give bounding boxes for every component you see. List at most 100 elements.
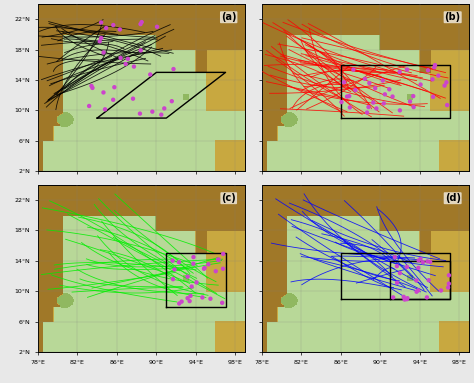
Point	[169, 276, 177, 282]
Point	[415, 257, 422, 264]
Point	[340, 79, 348, 85]
Point	[443, 79, 450, 85]
Point	[403, 264, 411, 270]
Point	[201, 265, 209, 271]
Point	[178, 298, 185, 304]
Point	[404, 295, 411, 301]
Point	[435, 73, 442, 79]
Point	[385, 86, 393, 92]
Point	[97, 20, 105, 26]
Point	[396, 270, 404, 276]
Point	[148, 108, 156, 115]
Point	[389, 93, 396, 100]
Point	[175, 259, 183, 265]
Point	[175, 300, 183, 306]
Point	[406, 98, 414, 105]
Point	[102, 25, 110, 31]
Point	[212, 268, 219, 274]
Point	[219, 266, 227, 272]
Point	[393, 263, 401, 269]
Text: (a): (a)	[221, 12, 237, 22]
Point	[419, 259, 427, 265]
Point	[403, 296, 411, 302]
Point	[137, 47, 145, 53]
Point	[215, 257, 222, 263]
Point	[129, 96, 137, 102]
Point	[441, 82, 448, 88]
Point	[403, 67, 411, 73]
Point	[96, 38, 103, 44]
Point	[369, 100, 377, 106]
Point	[350, 67, 357, 73]
Point	[413, 289, 420, 295]
Point	[109, 22, 117, 28]
Point	[365, 104, 372, 110]
Point	[445, 272, 453, 278]
Point	[428, 76, 436, 82]
Point	[146, 72, 154, 78]
Point	[184, 273, 191, 280]
Point	[389, 294, 397, 300]
Point	[97, 35, 105, 41]
Point	[430, 64, 438, 70]
Point	[424, 259, 431, 265]
Point	[200, 266, 208, 272]
Point	[171, 267, 178, 273]
Point	[365, 80, 373, 86]
Point	[193, 279, 201, 285]
Point	[188, 283, 195, 290]
Point	[414, 265, 422, 271]
Point	[138, 19, 146, 25]
Point	[207, 296, 214, 302]
Point	[443, 102, 451, 108]
Point	[117, 55, 124, 61]
Point	[417, 82, 424, 88]
Point	[110, 84, 118, 90]
Point	[122, 61, 129, 67]
Point	[136, 111, 144, 117]
Point	[429, 94, 437, 100]
Point	[424, 67, 432, 73]
Point	[400, 294, 408, 300]
Point	[101, 106, 109, 112]
Point	[396, 107, 404, 113]
Point	[423, 294, 431, 300]
Point	[85, 103, 93, 109]
Point	[109, 97, 117, 103]
Point	[184, 295, 191, 301]
Point	[214, 257, 222, 263]
Point	[100, 89, 107, 95]
Point	[346, 93, 353, 99]
Point	[417, 256, 424, 262]
Point	[426, 259, 434, 265]
Point	[116, 26, 124, 33]
Point	[445, 281, 453, 287]
Point	[190, 261, 197, 267]
Point	[381, 91, 389, 97]
Point	[157, 111, 165, 118]
Point	[100, 49, 108, 56]
Point	[431, 62, 439, 68]
Point	[372, 85, 379, 91]
Point	[186, 298, 193, 304]
Point	[137, 21, 144, 27]
Point	[168, 98, 175, 104]
Point	[89, 85, 96, 91]
Text: (c): (c)	[221, 193, 236, 203]
Point	[352, 87, 359, 93]
Point	[161, 105, 168, 111]
Point	[393, 280, 401, 286]
Point	[444, 285, 452, 291]
Point	[153, 24, 161, 30]
Point	[343, 93, 351, 100]
Point	[124, 56, 132, 62]
Point	[373, 105, 380, 111]
Point	[412, 277, 420, 283]
Point	[170, 66, 177, 72]
Point	[190, 254, 197, 260]
Point	[88, 83, 95, 89]
Point	[219, 300, 226, 306]
Point	[346, 105, 354, 111]
Point	[361, 76, 369, 82]
Text: (b): (b)	[445, 12, 461, 22]
